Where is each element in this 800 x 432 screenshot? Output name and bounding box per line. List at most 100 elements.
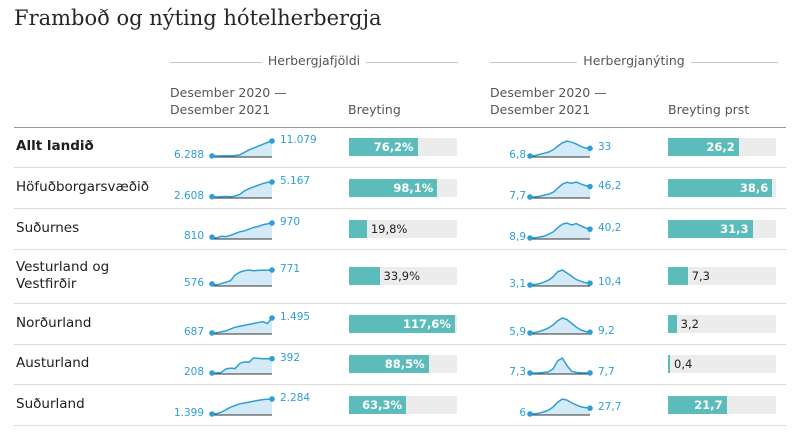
rooms-sparkline bbox=[209, 355, 275, 376]
occupancy-sparkline-start-point bbox=[527, 411, 533, 417]
row-divider bbox=[14, 344, 786, 345]
rooms-end-value: 5.167 bbox=[280, 175, 311, 187]
row-divider bbox=[14, 384, 786, 385]
occupancy-sparkline bbox=[527, 181, 593, 200]
rooms-sparkline-area bbox=[212, 399, 272, 415]
rooms-change-bar-fill bbox=[349, 267, 380, 285]
rooms-end-value: 1.495 bbox=[280, 311, 311, 323]
occupancy-start-value: 8,9 bbox=[509, 231, 526, 243]
occ-change-bar-fill bbox=[668, 267, 688, 285]
occupancy-sparkline-start-point bbox=[527, 282, 533, 288]
occupancy-sparkline-end-point bbox=[587, 370, 593, 376]
rooms-change-bar: 63,3% bbox=[349, 396, 457, 414]
rooms-change-bar: 98,1% bbox=[349, 179, 457, 197]
occupancy-sparkline-area bbox=[530, 223, 590, 239]
rooms-change-bar-fill bbox=[349, 396, 406, 414]
occ-change-value: 7,3 bbox=[691, 269, 710, 283]
occupancy-sparkline bbox=[527, 317, 593, 336]
occ-change-bar: 0,4 bbox=[668, 355, 776, 373]
rooms-start-value: 576 bbox=[183, 276, 204, 289]
rooms-change-bar: 33,9% bbox=[349, 267, 457, 285]
rooms-change-bar: 19,8% bbox=[349, 220, 457, 238]
column-header-rooms-change: Breyting bbox=[348, 102, 401, 117]
occupancy-start-value: 5,9 bbox=[509, 326, 526, 338]
occupancy-end-value: 33 bbox=[598, 141, 612, 154]
rooms-end-value: 2.284 bbox=[280, 392, 311, 404]
row-region-name: Norðurland bbox=[16, 315, 92, 331]
rooms-sparkline-end-point bbox=[269, 315, 275, 321]
rooms-change-bar-fill bbox=[349, 355, 429, 373]
rooms-sparkline bbox=[209, 220, 275, 240]
occupancy-sparkline-start-point bbox=[527, 370, 533, 376]
group-header-occupancy: Herbergjanýting bbox=[490, 53, 778, 71]
occupancy-end-value: 9,2 bbox=[598, 325, 615, 338]
rooms-sparkline-start-point bbox=[209, 281, 215, 287]
occupancy-sparkline bbox=[527, 356, 593, 376]
occ-change-value: 26,2 bbox=[706, 140, 735, 154]
rooms-sparkline-end-point bbox=[269, 220, 275, 226]
rooms-change-value: 88,5% bbox=[384, 357, 425, 371]
occupancy-sparkline bbox=[527, 140, 593, 159]
rooms-sparkline bbox=[209, 396, 275, 417]
occupancy-sparkline bbox=[527, 398, 593, 417]
row-region-name: Suðurland bbox=[16, 396, 85, 412]
occupancy-start-value: 7,3 bbox=[509, 366, 526, 378]
occupancy-sparkline bbox=[527, 269, 593, 288]
rooms-start-value: 1.399 bbox=[173, 407, 204, 419]
rooms-sparkline-line bbox=[211, 269, 273, 286]
rooms-sparkline-line bbox=[211, 398, 273, 415]
rooms-end-value: 970 bbox=[280, 216, 301, 228]
occupancy-end-value: 40,2 bbox=[598, 222, 622, 235]
occ-change-bar: 31,3 bbox=[668, 220, 776, 238]
rooms-sparkline-end-point bbox=[269, 396, 275, 402]
rooms-change-value: 98,1% bbox=[393, 181, 434, 195]
occupancy-sparkline-line bbox=[529, 140, 591, 157]
row-region-name: Allt landið bbox=[16, 138, 94, 154]
occupancy-sparkline-end-point bbox=[587, 145, 593, 152]
occ-change-bar-fill bbox=[668, 315, 677, 333]
occupancy-sparkline-area bbox=[530, 399, 590, 415]
rooms-sparkline-line bbox=[211, 317, 273, 334]
occ-change-value: 31,3 bbox=[720, 222, 749, 236]
rooms-change-value: 63,3% bbox=[362, 398, 402, 412]
rooms-sparkline-start-point bbox=[209, 411, 215, 417]
occupancy-start-value: 6 bbox=[519, 407, 526, 419]
rooms-end-value: 11.079 bbox=[280, 134, 317, 146]
occ-change-bar: 26,2 bbox=[668, 138, 776, 156]
row-divider bbox=[14, 208, 786, 209]
row-region-name: Austurland bbox=[16, 355, 90, 371]
row-region-name: Höfuðborgarsvæðið bbox=[16, 179, 150, 195]
occupancy-end-value: 46,2 bbox=[598, 179, 622, 192]
rooms-change-bar-fill bbox=[349, 220, 367, 238]
column-header-rooms-period: Desember 2020 — Desember 2021 bbox=[170, 85, 287, 117]
occupancy-sparkline-line bbox=[529, 356, 591, 374]
rooms-sparkline-start-point bbox=[209, 193, 215, 200]
rooms-sparkline bbox=[209, 138, 275, 159]
rooms-start-value: 2.608 bbox=[173, 189, 204, 202]
rooms-start-value: 810 bbox=[183, 230, 204, 243]
rooms-sparkline-end-point bbox=[269, 355, 275, 362]
rooms-change-value: 33,9% bbox=[383, 269, 421, 283]
occupancy-sparkline-start-point bbox=[527, 194, 533, 200]
occupancy-sparkline-line bbox=[529, 222, 591, 239]
occupancy-start-value: 6,8 bbox=[509, 149, 526, 161]
occupancy-sparkline-area bbox=[530, 358, 590, 374]
occ-change-bar-fill bbox=[668, 396, 727, 414]
occ-change-bar-fill bbox=[668, 179, 773, 197]
occupancy-sparkline-area bbox=[530, 141, 590, 157]
rooms-sparkline-start-point bbox=[209, 153, 215, 159]
rooms-sparkline-start-point bbox=[209, 234, 215, 240]
rooms-change-value: 117,6% bbox=[402, 317, 451, 331]
rooms-sparkline-line bbox=[211, 222, 273, 239]
group-label-rooms: Herbergjafjöldi bbox=[261, 53, 367, 68]
row-region-name: Vesturland og Vestfirðir bbox=[16, 259, 110, 292]
occ-change-value: 3,2 bbox=[680, 317, 699, 331]
rooms-change-bar: 76,2% bbox=[349, 138, 457, 156]
rooms-sparkline bbox=[209, 267, 275, 287]
rooms-sparkline-end-point bbox=[269, 138, 275, 144]
occ-change-value: 38,6 bbox=[739, 181, 769, 195]
occ-change-value: 0,4 bbox=[674, 357, 693, 371]
occupancy-sparkline-start-point bbox=[527, 330, 533, 336]
rooms-start-value: 687 bbox=[183, 326, 204, 338]
occupancy-sparkline bbox=[527, 222, 593, 241]
